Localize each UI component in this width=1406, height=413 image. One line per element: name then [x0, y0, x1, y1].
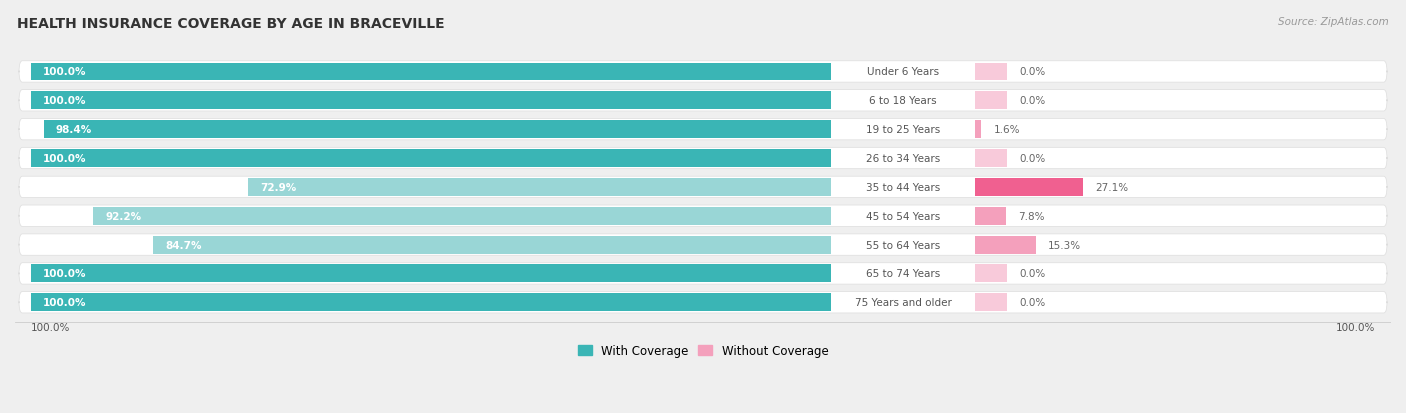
- FancyBboxPatch shape: [20, 90, 1386, 112]
- Bar: [247, 178, 831, 196]
- Text: 7.8%: 7.8%: [1018, 211, 1045, 221]
- Bar: [974, 150, 1007, 168]
- Bar: [31, 265, 831, 282]
- FancyBboxPatch shape: [20, 206, 1386, 227]
- FancyBboxPatch shape: [20, 62, 1386, 83]
- Bar: [93, 207, 831, 225]
- FancyBboxPatch shape: [20, 263, 1386, 285]
- Text: 72.9%: 72.9%: [260, 183, 297, 192]
- Text: 98.4%: 98.4%: [56, 125, 91, 135]
- Bar: [974, 178, 1084, 196]
- Bar: [31, 92, 831, 110]
- Bar: [31, 63, 831, 81]
- Text: 100.0%: 100.0%: [44, 297, 87, 308]
- Text: 100.0%: 100.0%: [44, 154, 87, 164]
- Bar: [974, 63, 1007, 81]
- Bar: [31, 294, 831, 311]
- Text: 75 Years and older: 75 Years and older: [855, 297, 952, 308]
- Text: 0.0%: 0.0%: [1019, 67, 1045, 77]
- Bar: [974, 207, 1007, 225]
- Text: 45 to 54 Years: 45 to 54 Years: [866, 211, 941, 221]
- Bar: [44, 121, 831, 139]
- Text: 6 to 18 Years: 6 to 18 Years: [869, 96, 936, 106]
- Text: 0.0%: 0.0%: [1019, 96, 1045, 106]
- Text: 92.2%: 92.2%: [105, 211, 142, 221]
- Text: Under 6 Years: Under 6 Years: [868, 67, 939, 77]
- Bar: [974, 294, 1007, 311]
- Text: 84.7%: 84.7%: [166, 240, 202, 250]
- Bar: [974, 121, 981, 139]
- Text: 0.0%: 0.0%: [1019, 297, 1045, 308]
- Text: 0.0%: 0.0%: [1019, 269, 1045, 279]
- Legend: With Coverage, Without Coverage: With Coverage, Without Coverage: [572, 339, 834, 362]
- Text: 100.0%: 100.0%: [1336, 322, 1375, 332]
- Bar: [974, 236, 1036, 254]
- Text: Source: ZipAtlas.com: Source: ZipAtlas.com: [1278, 17, 1389, 26]
- Text: 26 to 34 Years: 26 to 34 Years: [866, 154, 941, 164]
- FancyBboxPatch shape: [20, 119, 1386, 140]
- FancyBboxPatch shape: [20, 292, 1386, 313]
- Bar: [974, 92, 1007, 110]
- Text: 100.0%: 100.0%: [44, 67, 87, 77]
- FancyBboxPatch shape: [20, 234, 1386, 256]
- Bar: [31, 150, 831, 168]
- Bar: [153, 236, 831, 254]
- FancyBboxPatch shape: [20, 177, 1386, 198]
- Text: 0.0%: 0.0%: [1019, 154, 1045, 164]
- Text: HEALTH INSURANCE COVERAGE BY AGE IN BRACEVILLE: HEALTH INSURANCE COVERAGE BY AGE IN BRAC…: [17, 17, 444, 31]
- Text: 1.6%: 1.6%: [994, 125, 1019, 135]
- Text: 100.0%: 100.0%: [44, 96, 87, 106]
- Text: 19 to 25 Years: 19 to 25 Years: [866, 125, 941, 135]
- Text: 15.3%: 15.3%: [1049, 240, 1081, 250]
- Text: 27.1%: 27.1%: [1095, 183, 1129, 192]
- Text: 100.0%: 100.0%: [44, 269, 87, 279]
- Text: 35 to 44 Years: 35 to 44 Years: [866, 183, 941, 192]
- Text: 100.0%: 100.0%: [31, 322, 70, 332]
- Bar: [974, 265, 1007, 282]
- FancyBboxPatch shape: [20, 148, 1386, 169]
- Text: 55 to 64 Years: 55 to 64 Years: [866, 240, 941, 250]
- Text: 65 to 74 Years: 65 to 74 Years: [866, 269, 941, 279]
